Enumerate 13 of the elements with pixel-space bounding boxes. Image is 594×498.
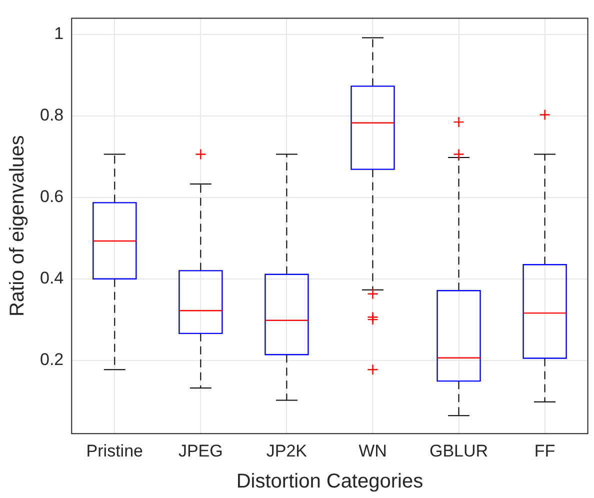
x-tick-label: Pristine bbox=[86, 441, 143, 460]
y-tick-label: 0.6 bbox=[40, 187, 64, 206]
y-axis-title: Ratio of eigenvalues bbox=[6, 135, 29, 317]
x-axis-title: Distortion Categories bbox=[236, 470, 424, 493]
y-tick-label: 0.8 bbox=[40, 106, 64, 125]
y-tick-label: 0.2 bbox=[40, 350, 64, 369]
x-tick-label: JPEG bbox=[178, 441, 223, 460]
x-tick-label: WN bbox=[358, 441, 387, 460]
y-tick-label: 1 bbox=[54, 24, 64, 44]
x-tick-label: GBLUR bbox=[429, 441, 488, 460]
y-tick-label: 0.4 bbox=[40, 268, 64, 288]
x-tick-label: FF bbox=[534, 441, 556, 460]
x-tick-label: JP2K bbox=[266, 441, 308, 460]
